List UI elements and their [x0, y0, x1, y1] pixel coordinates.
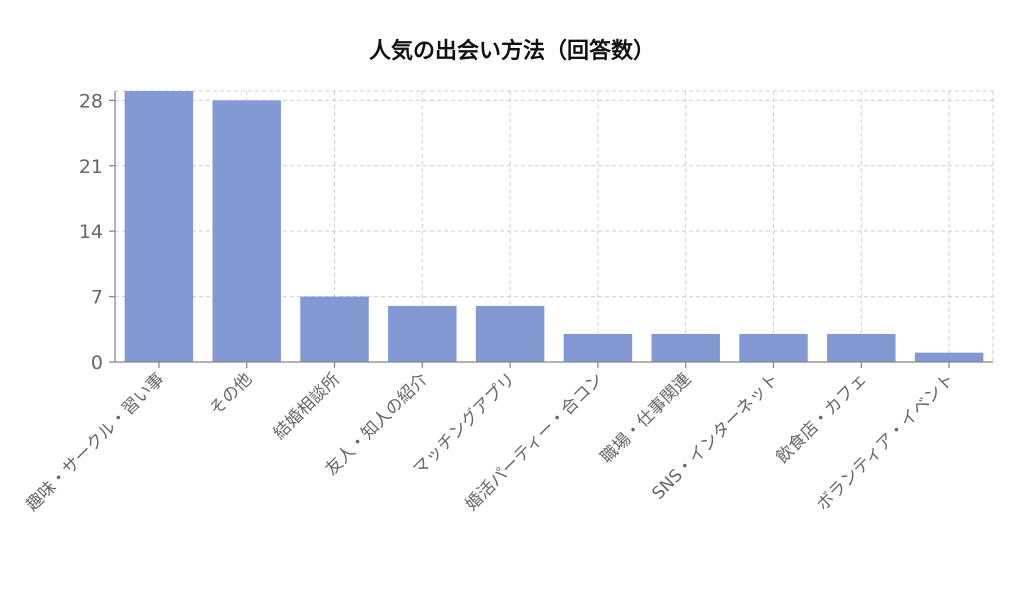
y-tick-label: 28	[79, 90, 103, 112]
x-tick-label: 趣味・サークル・習い事	[22, 369, 168, 515]
bar	[914, 352, 984, 362]
bar	[827, 333, 896, 362]
chart-title: 人気の出会い方法（回答数）	[369, 38, 655, 64]
bar	[563, 333, 633, 362]
x-tick-label: 結婚相談所	[270, 369, 344, 443]
x-tick-label: 飲食店・カフェ	[773, 369, 871, 467]
y-tick-label: 0	[91, 352, 103, 374]
bar	[651, 333, 720, 362]
x-tick-label: 職場・仕事関連	[597, 369, 695, 467]
y-tick-label: 7	[91, 287, 103, 309]
y-axis-ticks: 0 7 14 21 28	[79, 90, 115, 374]
bars	[124, 91, 984, 363]
bar	[388, 305, 457, 362]
x-axis-ticks: 趣味・サークル・習い事 その他 結婚相談所友人・知人の紹介マッチングアプリ婚活パーテ…	[22, 362, 959, 515]
bar	[212, 100, 281, 363]
y-tick-label: 14	[79, 221, 103, 243]
bar	[739, 333, 808, 362]
y-tick-label: 21	[79, 156, 103, 178]
x-tick-label: その他	[206, 369, 256, 419]
bar	[124, 91, 194, 362]
bar	[300, 296, 369, 362]
axes	[114, 91, 993, 363]
bar	[475, 305, 545, 362]
